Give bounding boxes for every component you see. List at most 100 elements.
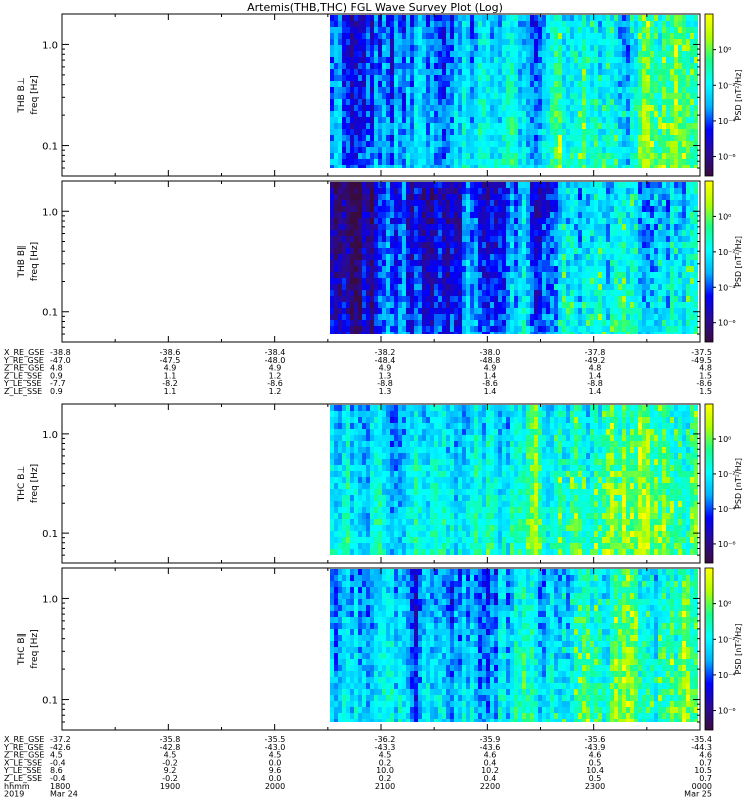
ylabel: freq [Hz]: [30, 75, 40, 114]
colorbar-tick-label: 10⁻⁴: [718, 671, 736, 680]
colorbar: [704, 180, 714, 343]
colorbar-tick-label: 10⁰: [718, 212, 731, 221]
ephem-value: -38.6: [160, 348, 181, 357]
ephem-value: 2200: [480, 782, 500, 791]
ephemeris-thb: X_RE_GSE -38.8 -38.6 -38.4 -38.2 -38.0 -37.8 -3…: [3, 348, 712, 396]
ephem-value: 0000: [692, 782, 712, 791]
ephem-value: -48.0: [265, 356, 286, 365]
ylabel: freq [Hz]: [30, 629, 40, 668]
ephem-value: -42.8: [160, 743, 181, 752]
ephem-value: 0.5: [589, 758, 602, 767]
spectrogram-panel: 1.0 0.1 THC B⊥ freq [Hz] 10⁰ 10⁻² 10⁻⁴ 10⁻⁶ PSD …: [17, 403, 743, 564]
ephem-value: -8.6: [696, 379, 712, 388]
spectrogram-panel: 1.0 0.1 THB B⊥ freq [Hz] 10⁰ 10⁻² 10⁻⁴ 10⁻⁶ PSD …: [17, 13, 743, 177]
heatmap-cells: [330, 405, 698, 555]
colorbar-tick-label: 10⁻²: [718, 635, 736, 644]
ephem-value: 4.9: [484, 364, 497, 373]
colorbar-tick-label: 10⁻⁴: [718, 505, 736, 514]
ephem-value: -43.0: [265, 743, 286, 752]
ephem-value: 1.4: [484, 371, 497, 380]
ephem-value: 0.4: [484, 758, 497, 767]
ephem-value: 2100: [375, 782, 395, 791]
ephem-value: 1900: [160, 782, 180, 791]
colorbar-tick-label: 10⁰: [718, 435, 731, 444]
ephem-value: -0.4: [50, 758, 66, 767]
ephem-value: 4.5: [50, 751, 63, 760]
ytick-label: 0.1: [42, 529, 58, 540]
ephem-value: -8.8: [587, 379, 603, 388]
ephem-value: -36.2: [375, 735, 396, 744]
ephem-value: 0.7: [699, 774, 712, 783]
heatmap-cells: [330, 15, 698, 168]
ephem-value: -47.5: [160, 356, 181, 365]
ephem-value: 4.9: [164, 364, 177, 373]
panel-label: THB B∥: [17, 246, 27, 279]
ytick-label: 0.1: [42, 142, 58, 153]
ephem-value: 1.4: [589, 387, 602, 396]
ephem-row-label: Y_LE_SSE: [3, 766, 42, 775]
ephem-value: 1.4: [589, 371, 602, 380]
ytick-label: 0.1: [42, 696, 58, 707]
panel-label: THC B∥: [17, 633, 27, 666]
colorbar: [704, 13, 714, 177]
ephem-value: 4.5: [164, 751, 177, 760]
ephem-value: -47.0: [50, 356, 71, 365]
ephem-value: -43.3: [375, 743, 396, 752]
heatmap-cells: [330, 182, 698, 334]
ephem-value: 1.4: [484, 387, 497, 396]
ephem-value: -8.6: [267, 379, 283, 388]
ephem-value: 8.6: [50, 766, 63, 775]
ephem-value: -8.6: [482, 379, 498, 388]
ephem-row-label: 2019: [4, 790, 24, 799]
ephem-value: 10.4: [586, 766, 604, 775]
colorbar: [704, 403, 714, 564]
ephem-value: 1.5: [699, 387, 712, 396]
ephem-value: 9.2: [164, 766, 177, 775]
ephem-value: 0.4: [484, 774, 497, 783]
ephemeris-thc: X_RE_GSE -37.2 -35.8 -35.5 -36.2 -35.9 -35.6 -3…: [3, 735, 712, 799]
ephem-value: 2000: [265, 782, 285, 791]
colorbar-tick-label: 10⁰: [718, 46, 731, 55]
colorbar: [704, 567, 714, 731]
ephem-value: 1.3: [379, 387, 392, 396]
figure-title: Artemis(THB,THC) FGL Wave Survey Plot (L…: [247, 1, 503, 14]
colorbar-label: PSD [nT²/Hz]: [734, 624, 743, 675]
ephem-value: -43.6: [480, 743, 501, 752]
ephem-value: -8.8: [377, 379, 393, 388]
ephem-value: -35.9: [480, 735, 501, 744]
ephem-value: Mar 24: [50, 790, 78, 799]
ephem-row-label: hhmm: [4, 782, 30, 791]
colorbar-label: PSD [nT²/Hz]: [734, 236, 743, 287]
colorbar-tick-label: 10⁻²: [718, 470, 736, 479]
ephem-row-label: Z_LE_SSE: [4, 774, 42, 783]
ylabel: freq [Hz]: [30, 242, 40, 281]
ephem-value: -49.5: [691, 356, 712, 365]
ephem-value: -35.5: [265, 735, 286, 744]
ephem-value: 10.0: [376, 766, 394, 775]
ephem-value: 0.7: [699, 758, 712, 767]
colorbar-label: PSD [nT²/Hz]: [734, 458, 743, 509]
colorbar-tick-label: 10⁻⁴: [718, 117, 736, 126]
ephem-value: 4.8: [50, 364, 63, 373]
colorbar-label: PSD [nT²/Hz]: [734, 70, 743, 121]
ephem-row-label: Z_RE_GSE: [4, 751, 44, 760]
ephem-value: 2300: [585, 782, 605, 791]
spectrogram-panel: 1.0 0.1 THB B∥ freq [Hz] 10⁰ 10⁻² 10⁻⁴ 10⁻⁶ PSD …: [17, 180, 743, 343]
ephem-value: -37.8: [585, 348, 606, 357]
ephem-row-label: X_RE_GSE: [4, 735, 44, 744]
ephem-value: -0.2: [162, 774, 178, 783]
spectrogram-panel: 1.0 0.1 THC B∥ freq [Hz] 10⁰ 10⁻² 10⁻⁴ 10⁻⁶ PSD …: [17, 567, 743, 731]
ephem-value: 4.6: [589, 751, 602, 760]
ephem-value: 0.2: [379, 758, 392, 767]
ephem-value: 0.9: [50, 371, 63, 380]
ephem-value: -0.2: [162, 758, 178, 767]
heatmap-cells: [330, 569, 698, 722]
ephem-value: 0.9: [50, 387, 63, 396]
ephem-row-label: X_LE_SSE: [4, 758, 42, 767]
ephem-value: -35.6: [585, 735, 606, 744]
panel-label: THC B⊥: [17, 466, 27, 503]
ephem-value: -7.7: [50, 379, 66, 388]
colorbar-tick-label: 10⁻⁶: [718, 540, 736, 549]
ephem-value: -43.9: [585, 743, 606, 752]
colorbar-tick-label: 10⁰: [718, 600, 731, 609]
